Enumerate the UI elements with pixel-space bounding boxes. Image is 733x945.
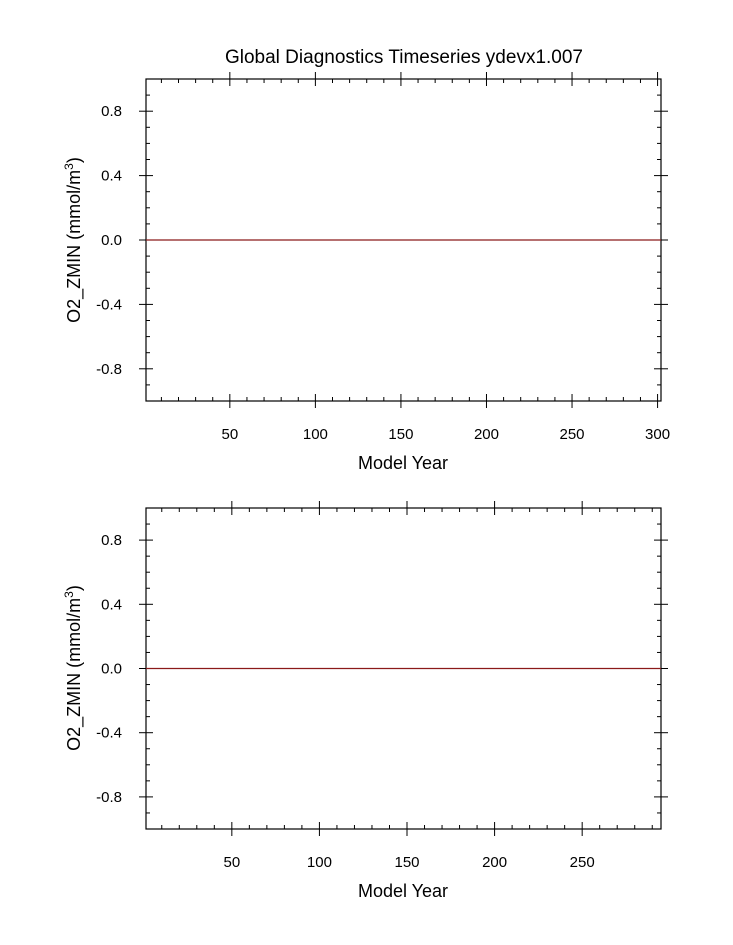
y-axis-title-main: O2_ZMIN (mmol/m [64,598,85,751]
y-tick-label: 0.0 [101,661,122,678]
chart-panel-bottom: 50 100 150 200 250 -0.8 -0.4 0.0 0.4 0.8 Model Y… [62,501,668,901]
x-tick-label: 200 [474,426,499,443]
x-tick-label: 100 [303,426,328,443]
x-tick-label: 150 [388,426,413,443]
x-axis-title: Model Year [358,453,448,473]
y-tick-label: -0.8 [96,361,122,378]
y-axis-title-close: ) [64,157,84,163]
x-tick-label: 100 [307,854,332,871]
tick-marks [139,501,668,836]
y-tick-label: 0.4 [101,168,122,185]
chart-title: Global Diagnostics Timeseries ydevx1.007 [225,47,583,68]
y-tick-labels: -0.8 -0.4 0.0 0.4 0.8 [96,532,122,806]
y-tick-label: 0.4 [101,596,122,613]
x-tick-labels: 50 100 150 200 250 300 [221,426,670,443]
y-axis-title-superscript: 3 [62,163,76,170]
x-tick-label: 300 [645,426,670,443]
y-tick-label: 0.0 [101,232,122,249]
y-axis-title: O2_ZMIN (mmol/m3) [62,585,85,751]
x-tick-label: 50 [223,854,240,871]
y-axis-title-superscript: 3 [62,591,76,598]
x-tick-label: 50 [221,426,238,443]
x-axis-title: Model Year [358,881,448,901]
y-tick-label: -0.4 [96,296,122,313]
y-tick-label: 0.8 [101,103,122,120]
x-tick-label: 250 [560,426,585,443]
x-tick-label: 250 [570,854,595,871]
y-axis-title: O2_ZMIN (mmol/m3) [62,157,85,323]
y-tick-label: -0.8 [96,789,122,806]
y-axis-title-main: O2_ZMIN (mmol/m [64,170,85,323]
y-tick-labels: -0.8 -0.4 0.0 0.4 0.8 [96,103,122,378]
y-tick-label: -0.4 [96,725,122,742]
y-tick-label: 0.8 [101,532,122,549]
x-tick-labels: 50 100 150 200 250 [223,854,594,871]
x-tick-label: 200 [482,854,507,871]
x-tick-label: 150 [394,854,419,871]
chart-panel-top: Global Diagnostics Timeseries ydevx1.007… [62,47,670,473]
y-axis-title-close: ) [64,585,84,591]
